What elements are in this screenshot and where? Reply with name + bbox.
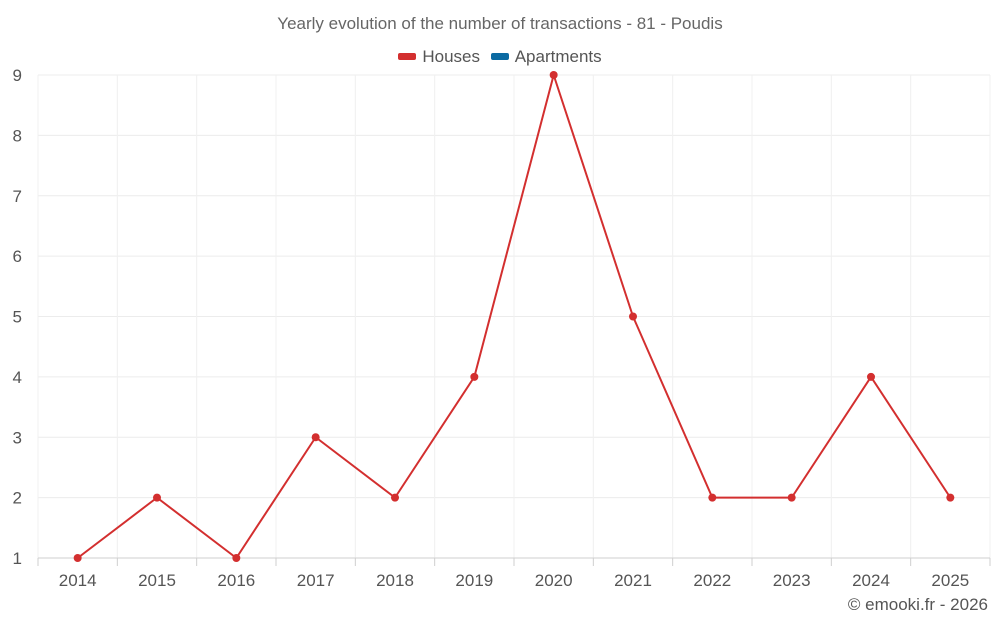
chart-title: Yearly evolution of the number of transa… [277, 14, 723, 33]
x-tick-label: 2022 [693, 571, 731, 590]
y-tick-label: 7 [13, 187, 22, 206]
x-tick-label: 2025 [931, 571, 969, 590]
data-point-houses [946, 493, 955, 502]
data-point-houses [232, 554, 241, 562]
x-tick-label: 2017 [297, 571, 335, 590]
y-tick-label: 4 [13, 368, 22, 387]
series-line-houses [77, 74, 952, 559]
y-tick-label: 6 [13, 247, 22, 266]
y-tick-label: 8 [13, 126, 22, 145]
data-point-houses [153, 493, 161, 502]
x-tick-label: 2018 [376, 571, 414, 590]
data-point-houses [311, 433, 320, 442]
data-point-houses [708, 493, 717, 502]
legend-label-apartments: Apartments [514, 46, 602, 66]
y-tick-label: 3 [13, 428, 22, 447]
legend-swatch-houses [398, 53, 417, 60]
y-tick-label: 2 [13, 489, 22, 508]
legend-item-apartments[interactable]: Apartments [490, 46, 602, 67]
x-tick-label: 2021 [614, 571, 652, 590]
x-tick-label: 2014 [59, 571, 97, 590]
x-tick-label: 2023 [773, 571, 811, 590]
x-tick-label: 2019 [455, 571, 493, 590]
x-tick-label: 2016 [217, 571, 255, 590]
copyright-footer: © emooki.fr - 2026 [847, 595, 988, 614]
x-tick-label: 2015 [138, 571, 176, 590]
data-point-houses [391, 493, 399, 502]
legend-label-houses: Houses [422, 46, 480, 66]
data-point-houses [470, 372, 479, 381]
data-point-houses [549, 71, 558, 79]
y-tick-label: 9 [13, 66, 22, 85]
data-point-houses [867, 372, 875, 381]
x-tick-label: 2024 [852, 571, 890, 590]
x-tick-label: 2020 [535, 571, 573, 590]
y-tick-label: 1 [13, 549, 22, 568]
y-tick-label: 5 [13, 308, 22, 327]
legend-item-houses[interactable]: Houses [398, 47, 480, 67]
data-point-houses [787, 493, 796, 502]
legend-swatch-apartments [490, 53, 509, 60]
legend: Houses Apartments [0, 45, 1000, 67]
data-point-houses [629, 312, 637, 321]
data-point-houses [73, 554, 82, 562]
